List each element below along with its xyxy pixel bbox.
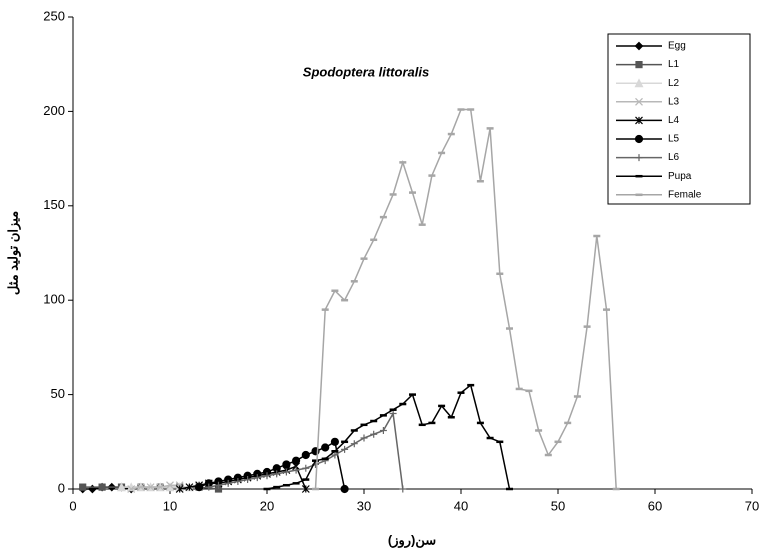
marker: [292, 456, 301, 465]
legend-label: L6: [668, 152, 680, 163]
legend-label: Female: [668, 189, 702, 200]
marker: [215, 481, 222, 489]
marker: [127, 485, 136, 493]
marker: [205, 483, 213, 491]
legend-label: L3: [668, 96, 680, 107]
y-tick-label: 100: [43, 292, 65, 307]
legend-label: L5: [668, 134, 680, 145]
marker: [321, 443, 330, 452]
series-line: [131, 484, 180, 490]
marker: [156, 483, 165, 492]
marker: [166, 481, 174, 490]
y-tick-label: 200: [43, 103, 65, 118]
legend-marker: [634, 134, 644, 144]
marker: [175, 485, 184, 493]
x-tick-label: 40: [454, 498, 468, 513]
marker: [146, 483, 155, 492]
legend: [607, 33, 751, 205]
legend-label: L4: [668, 115, 680, 126]
marker: [341, 445, 349, 453]
marker: [331, 451, 339, 459]
legend-marker: [635, 116, 643, 125]
series-line: [198, 440, 346, 490]
y-axis-label: میزان تولید مثل: [5, 211, 21, 295]
marker: [224, 479, 232, 487]
marker: [185, 483, 194, 492]
marker: [117, 482, 126, 492]
y-tick-label: 150: [43, 197, 65, 212]
x-tick-label: 30: [357, 498, 371, 513]
marker: [195, 483, 204, 492]
marker: [301, 485, 310, 493]
marker: [136, 483, 145, 492]
marker: [301, 450, 310, 460]
marker: [273, 470, 281, 478]
x-tick-label: 50: [551, 498, 565, 513]
x-tick-label: 60: [648, 498, 662, 513]
marker: [282, 468, 290, 476]
marker: [360, 434, 368, 442]
legend-label: L1: [668, 59, 680, 70]
marker: [370, 430, 378, 438]
marker: [350, 440, 358, 448]
marker: [399, 485, 407, 493]
y-tick-label: 0: [58, 480, 65, 495]
y-tick-label: 250: [43, 8, 65, 23]
marker: [175, 481, 184, 490]
marker: [292, 466, 300, 474]
marker: [234, 477, 242, 485]
marker: [330, 437, 339, 446]
x-tick-label: 10: [163, 498, 177, 513]
x-tick-label: 20: [260, 498, 274, 513]
legend-label: Pupa: [668, 171, 692, 182]
legend-marker: [635, 60, 643, 69]
x-axis-label: سن(روز): [388, 532, 436, 548]
legend-label: L2: [668, 78, 680, 89]
series-line: [266, 383, 511, 490]
chart-title: Spodoptera littoralis: [303, 64, 429, 79]
x-tick-label: 70: [745, 498, 759, 513]
marker: [340, 484, 349, 494]
y-tick-label: 50: [51, 386, 65, 401]
series-line: [314, 108, 617, 490]
marker: [389, 409, 397, 417]
marker: [98, 483, 106, 491]
marker: [263, 472, 271, 480]
marker: [282, 460, 291, 469]
marker: [302, 464, 310, 472]
marker: [244, 476, 252, 484]
legend-marker: [635, 154, 643, 162]
marker: [253, 474, 261, 482]
legend-marker: [634, 78, 644, 88]
x-tick-label: 0: [69, 498, 76, 513]
legend-marker: [634, 41, 644, 51]
legend-marker: [635, 97, 643, 106]
legend-label: Egg: [668, 41, 686, 52]
marker: [79, 483, 87, 491]
marker: [379, 426, 387, 434]
